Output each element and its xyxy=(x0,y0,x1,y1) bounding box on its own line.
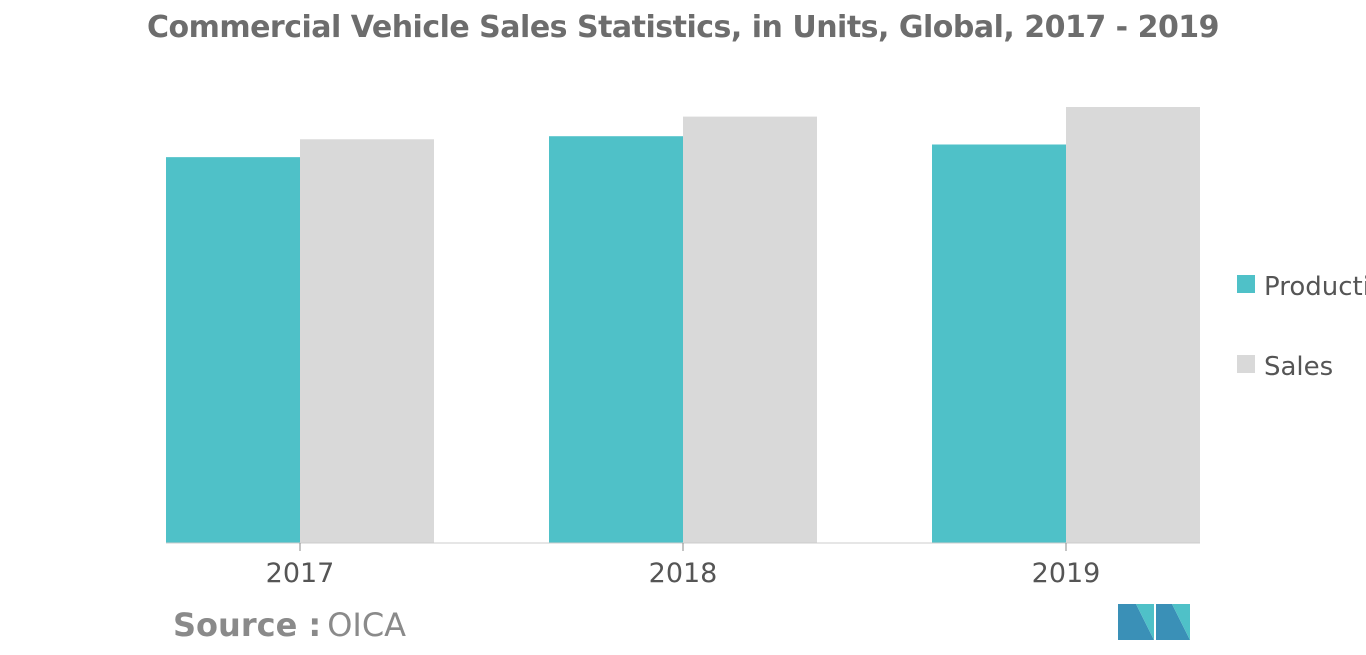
bar-sales-2017 xyxy=(300,139,434,543)
legend-label-sales: Sales xyxy=(1264,352,1333,382)
source-note: Source : OICA xyxy=(173,606,406,644)
source-label: Source : xyxy=(173,606,322,644)
bar-production-2018 xyxy=(549,136,683,543)
bar-sales-2019 xyxy=(1066,107,1200,543)
bar-chart: 2017 2018 2019 Production Sales xyxy=(166,107,1366,589)
x-tick-label-2018: 2018 xyxy=(649,558,718,589)
legend: Production Sales xyxy=(1237,272,1366,382)
bars-group xyxy=(166,107,1200,544)
legend-label-production: Production xyxy=(1264,272,1366,302)
legend-swatch-sales xyxy=(1237,355,1255,373)
chart-title: Commercial Vehicle Sales Statistics, in … xyxy=(146,10,1220,45)
source-value: OICA xyxy=(327,606,407,644)
x-tick-label-2017: 2017 xyxy=(266,558,335,589)
company-logo-icon xyxy=(1118,604,1190,640)
bar-production-2019 xyxy=(932,144,1066,543)
legend-swatch-production xyxy=(1237,275,1255,293)
x-tick-label-2019: 2019 xyxy=(1032,558,1101,589)
x-tick-labels: 2017 2018 2019 xyxy=(266,543,1101,589)
bar-sales-2018 xyxy=(683,116,817,543)
bar-production-2017 xyxy=(166,157,300,543)
